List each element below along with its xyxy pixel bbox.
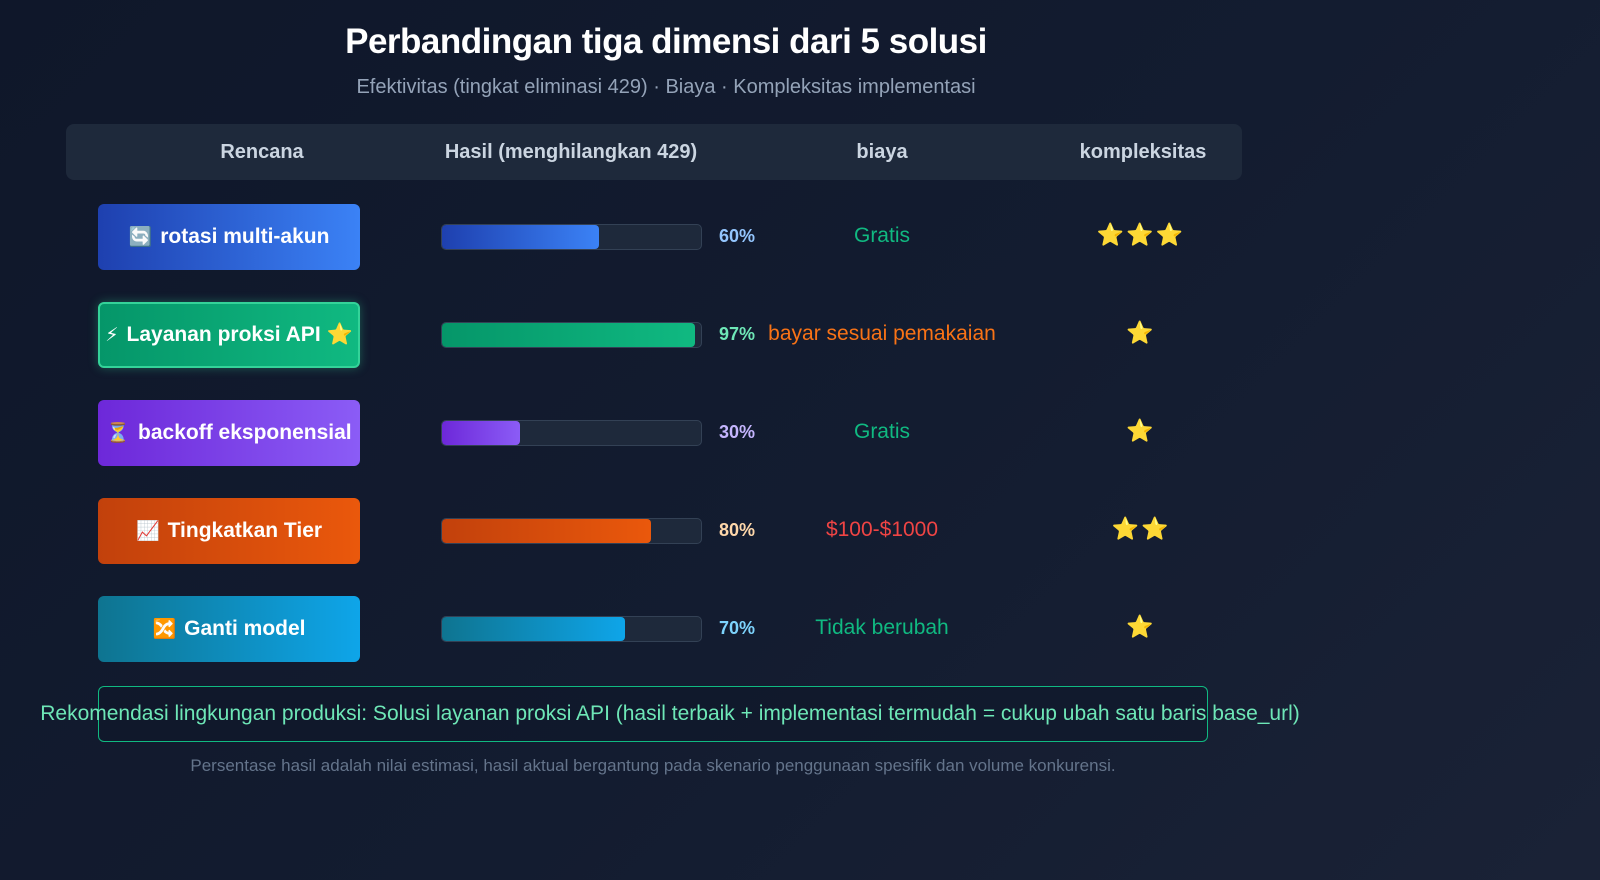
complexity-stars: ⭐⭐⭐	[1096, 222, 1186, 247]
column-header-effect: Hasil (menghilangkan 429)	[444, 141, 698, 163]
chart-title: Perbandingan tiga dimensi dari 5 solusi	[345, 22, 987, 61]
effect-bar	[442, 519, 651, 543]
plan-badge: ⚡ Layanan proksi API ⭐	[98, 302, 360, 368]
table-row: ⚡ Layanan proksi API ⭐ 97% bayar sesuai pema…	[0, 302, 1600, 368]
table-row: 📈 Tingkatkan Tier 80% $100-$1000 ⭐⭐	[0, 498, 1600, 564]
effect-bar-track	[441, 224, 702, 250]
effect-bar	[442, 617, 625, 641]
chart-subtitle: Efektivitas (tingkat eliminasi 429) · Bi…	[356, 76, 976, 98]
table-row: 🔄 rotasi multi-akun 60% Gratis ⭐⭐⭐	[0, 204, 1600, 270]
effect-label: 80%	[719, 520, 756, 540]
column-header-complexity: kompleksitas	[1079, 141, 1207, 163]
plan-label: backoff eksponensial	[138, 421, 352, 444]
effect-bar	[442, 225, 599, 249]
footnote: Persentase hasil adalah nilai estimasi, …	[190, 756, 1116, 775]
rotate-icon: 🔄	[128, 227, 153, 248]
plan-badge: ⏳ backoff eksponensial	[98, 400, 360, 466]
cost-label: $100-$1000	[825, 518, 939, 541]
table-header: Rencana Hasil (menghilangkan 429) biaya …	[66, 124, 1242, 180]
shuffle-icon: 🔀	[152, 619, 177, 640]
column-header-cost: biaya	[856, 141, 908, 163]
chart-up-icon: 📈	[135, 521, 160, 542]
effect-bar	[442, 421, 521, 445]
cost-label: bayar sesuai pemakaian	[768, 322, 996, 345]
plan-label: Layanan proksi API	[126, 323, 321, 346]
recommendation-text: Rekomendasi lingkungan produksi: Solusi …	[40, 702, 1300, 725]
recommendation-box	[98, 686, 1208, 742]
plan-label: rotasi multi-akun	[160, 225, 330, 248]
table-row: ⏳ backoff eksponensial 30% Gratis ⭐	[0, 400, 1600, 466]
complexity-stars: ⭐⭐	[1111, 516, 1171, 541]
column-header-plan: Rencana	[220, 141, 304, 163]
table-row: 🔀 Ganti model 70% Tidak berubah ⭐	[0, 596, 1600, 662]
plan-label: Ganti model	[184, 617, 306, 640]
lightning-icon: ⚡	[105, 324, 119, 346]
effect-bar-track	[441, 420, 702, 446]
featured-star-icon: ⭐	[326, 323, 353, 346]
hourglass-icon: ⏳	[106, 423, 131, 444]
plan-label: Tingkatkan Tier	[167, 519, 323, 542]
effect-label: 97%	[719, 324, 756, 344]
effect-label: 60%	[719, 226, 756, 246]
cost-label: Gratis	[853, 224, 910, 247]
plan-badge: 📈 Tingkatkan Tier	[98, 498, 360, 564]
complexity-stars: ⭐	[1126, 614, 1156, 639]
effect-bar-track	[441, 322, 702, 348]
effect-bar-track	[441, 616, 702, 642]
cost-label: Gratis	[853, 420, 910, 443]
plan-badge: 🔄 rotasi multi-akun	[98, 204, 360, 270]
complexity-stars: ⭐	[1126, 320, 1156, 345]
effect-label: 70%	[719, 618, 756, 638]
effect-bar-track	[441, 518, 702, 544]
complexity-stars: ⭐	[1126, 418, 1156, 443]
cost-label: Tidak berubah	[815, 616, 949, 639]
effect-label: 30%	[719, 422, 756, 442]
plan-badge: 🔀 Ganti model	[98, 596, 360, 662]
effect-bar	[442, 323, 696, 347]
